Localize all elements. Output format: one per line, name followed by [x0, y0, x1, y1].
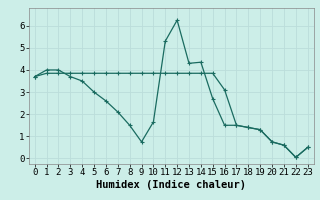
X-axis label: Humidex (Indice chaleur): Humidex (Indice chaleur)	[96, 180, 246, 190]
